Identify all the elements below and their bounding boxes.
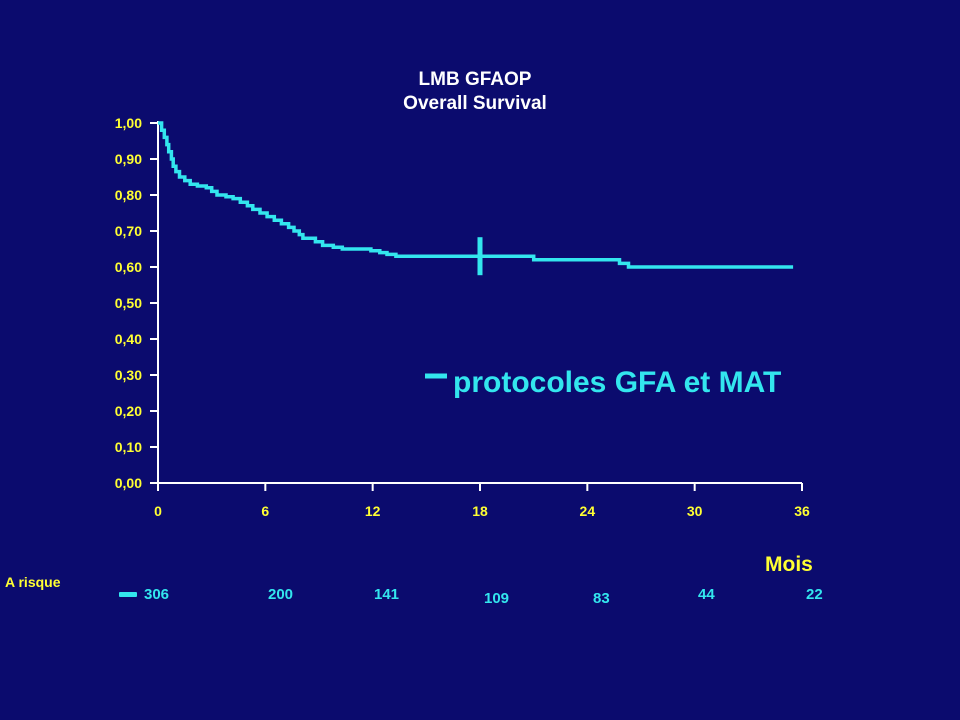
at-risk-value: 83 (593, 590, 610, 607)
at-risk-value: 306 (144, 586, 170, 603)
at-risk-value: 109 (484, 590, 510, 607)
at-risk-value: 200 (268, 586, 294, 603)
y-tick-label: 0,30 (115, 367, 142, 383)
survival-curve (158, 121, 794, 269)
y-tick-label: 0,80 (115, 187, 142, 203)
x-tick-label: 0 (154, 503, 162, 519)
chart-title: LMB GFAOP (418, 69, 532, 90)
x-tick-label: 24 (580, 503, 596, 519)
at-risk-value: 141 (374, 586, 400, 603)
x-tick-label: 6 (261, 503, 269, 519)
y-tick-label: 0,10 (115, 439, 142, 455)
x-tick-label: 18 (472, 503, 488, 519)
chart-title-block: LMB GFAOP Overall Survival (300, 68, 650, 116)
y-tick-label: 0,50 (115, 295, 142, 311)
x-tick-label: 12 (365, 503, 381, 519)
y-tick-label: 0,60 (115, 259, 142, 275)
x-tick-label: 36 (794, 503, 810, 519)
at-risk-value: 44 (698, 586, 715, 603)
y-tick-label: 0,20 (115, 403, 142, 419)
y-tick-label: 0,00 (115, 475, 142, 491)
at-risk-value: 22 (806, 586, 823, 603)
y-tick-label: 0,90 (115, 151, 142, 167)
chart-subtitle: Overall Survival (403, 93, 547, 114)
y-tick-label: 0,40 (115, 331, 142, 347)
at-risk-series-marker (119, 592, 137, 597)
y-tick-label: 1,00 (115, 115, 142, 131)
legend-label: protocoles GFA et MAT (453, 366, 781, 399)
at-risk-label: A risque (5, 574, 61, 590)
y-tick-label: 0,70 (115, 223, 142, 239)
x-tick-label: 30 (687, 503, 703, 519)
x-axis-unit-label: Mois (765, 553, 813, 576)
